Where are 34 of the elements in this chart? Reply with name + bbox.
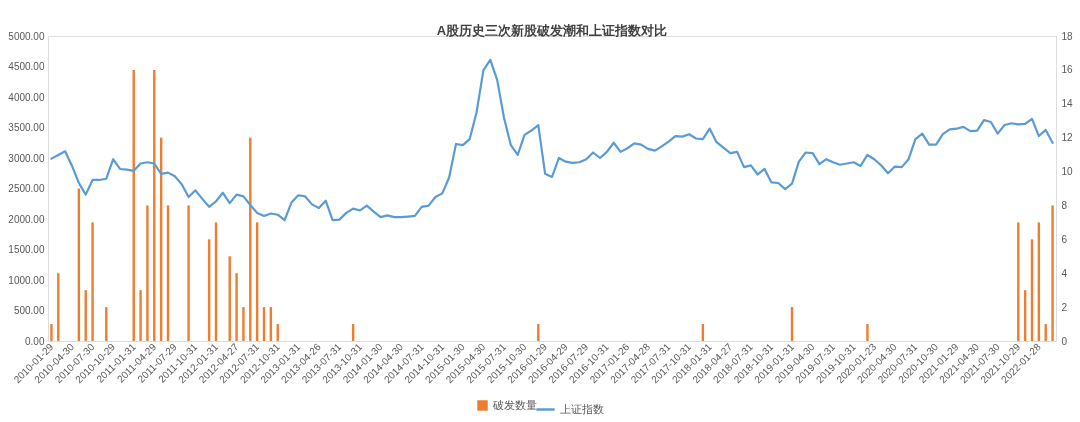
legend-label: 破发数量 <box>492 398 537 411</box>
y-tick-label: 3500.00 <box>8 122 45 133</box>
y-tick-label: 1000.00 <box>8 274 45 286</box>
y-tick-label: 1500.00 <box>8 244 45 255</box>
bar <box>146 205 149 341</box>
bar <box>139 290 142 341</box>
y-tick-label: 0.00 <box>25 335 45 347</box>
y-tick-label: 500.00 <box>13 305 45 316</box>
bar <box>50 324 53 341</box>
y2-tick-label: 2 <box>1061 301 1068 313</box>
legend-label: 上证指数 <box>560 402 604 415</box>
y2-tick-label: 18 <box>1061 30 1074 42</box>
bar <box>187 205 190 341</box>
y2-tick-label: 4 <box>1061 267 1068 279</box>
y-tick-label: 2000.00 <box>8 213 45 225</box>
bar <box>242 307 245 341</box>
y2-tick-label: 10 <box>1061 166 1074 178</box>
bar <box>866 324 869 341</box>
bar <box>1051 205 1054 341</box>
y-tick-label: 4500.00 <box>8 61 45 72</box>
y-tick-label: 5000.00 <box>8 30 45 42</box>
y2-tick-label: 14 <box>1061 98 1074 110</box>
y2-tick-label: 16 <box>1061 64 1074 76</box>
y2-tick-label: 0 <box>1061 335 1068 347</box>
y-tick-label: 2500.00 <box>8 183 45 194</box>
y2-tick-label: 12 <box>1061 132 1074 144</box>
line-series <box>50 58 1054 222</box>
chart-title: A股历史三次新股破发潮和上证指数对比 <box>436 23 668 38</box>
bar <box>235 273 238 341</box>
y2-tick-label: 8 <box>1061 199 1068 211</box>
y2-tick-label: 6 <box>1061 233 1068 245</box>
y-tick-label: 4000.00 <box>8 91 45 103</box>
y-tick-label: 3000.00 <box>8 152 45 164</box>
bar <box>91 222 94 341</box>
